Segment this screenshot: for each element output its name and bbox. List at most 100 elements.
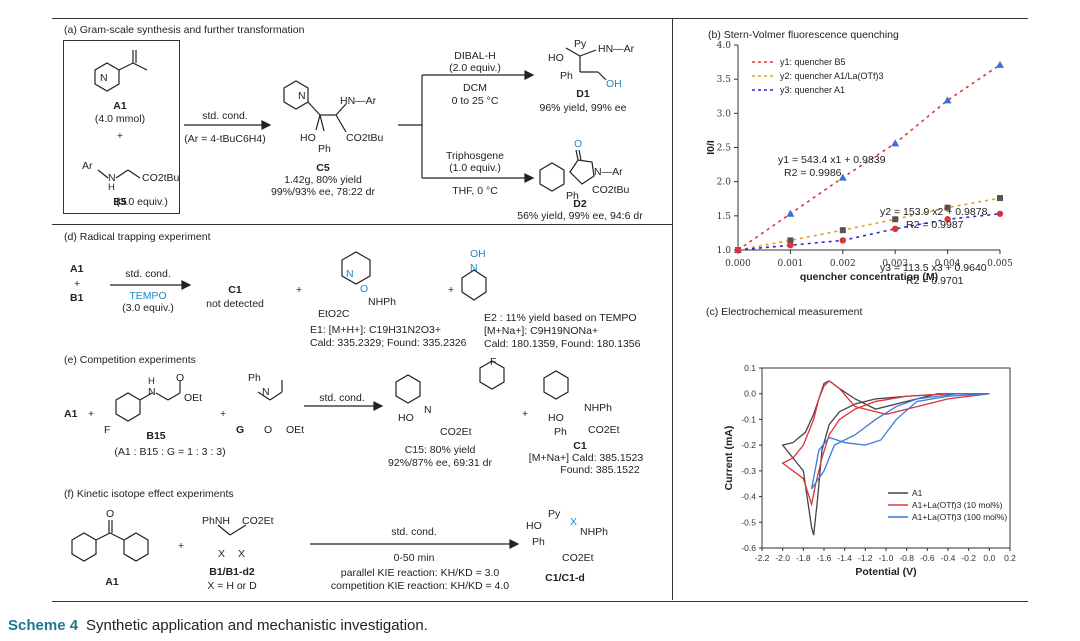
- e2-oh: OH: [470, 248, 486, 260]
- eq3: y3 = 113.5 x3 + 0.9640: [880, 262, 987, 274]
- c15-label: C15: 80% yield: [404, 444, 476, 456]
- chart-c-x-tick-label: -2.0: [775, 553, 790, 563]
- f-b1: B1/B1-d2: [209, 566, 255, 578]
- g-ph: Ph: [248, 372, 261, 384]
- panel-a-title: (a) Gram-scale synthesis and further tra…: [64, 24, 305, 36]
- chart-b-point: [891, 139, 900, 147]
- chart-b-point: [996, 210, 1004, 217]
- c1-ms: [M+Na+] Cald: 385.1523: [528, 452, 644, 464]
- d-plus: +: [74, 278, 81, 290]
- d2-ph: Ph: [566, 190, 579, 202]
- f-a1: A1: [105, 576, 119, 588]
- d1-label: D1: [576, 88, 590, 100]
- c5-n: N: [298, 90, 306, 102]
- e1-nhph: NHPh: [368, 296, 397, 308]
- b5-ar: Ar: [82, 160, 93, 172]
- c5-yield: 1.42g, 80% yield: [284, 174, 362, 186]
- e2-ion: [M+Na+]: C9H19NONa+: [484, 325, 599, 337]
- chart-b-y-tick-label: 1.5: [717, 212, 732, 222]
- f-arrow-top: std. cond.: [391, 526, 437, 538]
- c1-co2et: CO2Et: [588, 424, 620, 436]
- e-plus-1: +: [88, 408, 95, 420]
- chart-c-x-tick-label: -0.2: [961, 553, 976, 563]
- chart-b-point: [786, 209, 795, 217]
- panel-f-title: (f) Kinetic isotope effect experiments: [64, 488, 234, 500]
- b15-label: B15: [146, 430, 166, 442]
- chart-c-y-tick-label: -0.6: [741, 543, 756, 553]
- panel-d-structures: [110, 251, 487, 301]
- f-x2: X: [238, 548, 246, 560]
- chart-c-x-tick-label: -0.4: [941, 553, 956, 563]
- e-a1: A1: [64, 408, 78, 420]
- chart-b-y-tick-label: 1.0: [717, 246, 732, 256]
- f-kie1: parallel KIE reaction: KH/KD = 3.0: [340, 567, 500, 579]
- d1-ph: Ph: [560, 70, 573, 82]
- arrow-a-top: std. cond.: [202, 110, 248, 122]
- e2-label: E2 : 11% yield based on TEMPO: [484, 312, 637, 324]
- chart-b-y-tick-label: 2.5: [717, 144, 732, 154]
- chart-b-series-line: [737, 212, 1001, 251]
- chart-c-x-tick-label: -0.8: [899, 553, 914, 563]
- chart-b-y-tick-label: 3.5: [717, 75, 732, 85]
- chart-b-x-label: quencher concentration (M): [800, 271, 938, 283]
- b15-f: F: [104, 424, 111, 436]
- panel-a-structures: [94, 47, 607, 192]
- chart-c-y-tick-label: 0.0: [744, 389, 756, 399]
- f-o: O: [106, 508, 115, 520]
- chart-b-point: [892, 225, 899, 233]
- b5-h: H: [108, 182, 115, 193]
- chart-c-x-tick-label: -1.0: [879, 553, 894, 563]
- scheme-frame: [52, 18, 1028, 602]
- d-a1: A1: [70, 263, 84, 275]
- panel-c-title: (c) Electrochemical measurement: [706, 306, 863, 318]
- eq1: y1 = 543.4 x1 + 0.9839: [778, 154, 886, 166]
- chart-c-y-tick-label: -0.5: [741, 517, 756, 527]
- d-arrow-tempo: TEMPO: [129, 290, 167, 302]
- chart-b-legend-label: y1: quencher B5: [780, 57, 846, 67]
- f-arrow-time: 0-50 min: [393, 552, 435, 564]
- r1-temp: 0 to 25 °C: [451, 95, 499, 107]
- c15-ee: 92%/87% ee, 69:31 dr: [388, 457, 492, 469]
- scheme-caption: Scheme 4 Synthetic application and mechan…: [8, 617, 428, 634]
- chart-b-y-label: I0/I: [705, 140, 717, 155]
- chart-c-y-tick-label: -0.2: [741, 440, 756, 450]
- chart-b-x-tick-label: 0.004: [935, 259, 961, 269]
- c5-ph: Ph: [318, 143, 331, 155]
- r2-1: R2 = 0.9986: [784, 167, 842, 179]
- d2-yield: 56% yield, 99% ee, 94:6 dr: [517, 210, 643, 222]
- chart-b-x-tick-label: 0.000: [725, 259, 751, 269]
- d1-oh: OH: [606, 78, 622, 90]
- arrow-a-bottom: (Ar = 4-tBuC6H4): [184, 133, 266, 145]
- chart-c-y-tick-label: -0.1: [741, 414, 756, 424]
- e2-found: Cald: 180.1359, Found: 180.1356: [484, 338, 641, 350]
- c5-hn-ar: HN—Ar: [340, 95, 377, 107]
- chart-b-x-tick-label: 0.003: [882, 259, 908, 269]
- c1-nhph: NHPh: [584, 402, 613, 414]
- d-plus-2: +: [296, 284, 303, 296]
- chart-b-point: [944, 204, 951, 211]
- f-x1: X: [218, 548, 226, 560]
- chart-c-x-tick-label: -0.6: [920, 553, 935, 563]
- panel-b-title: (b) Stern-Volmer fluorescence quenching: [708, 29, 899, 41]
- vertical-divider: [672, 18, 673, 600]
- d2-n-ar: N—Ar: [594, 166, 623, 178]
- r1-reagent: DIBAL-H: [454, 50, 496, 62]
- c15-co2et: CO2Et: [440, 426, 472, 438]
- chart-c-x-label: Potential (V): [855, 566, 916, 578]
- c15-ho: HO: [398, 412, 414, 424]
- panel-d-title: (d) Radical trapping experiment: [64, 231, 211, 243]
- chart-b-point: [997, 195, 1003, 202]
- b5-ester: CO2tBu: [142, 172, 180, 184]
- g-n: N: [262, 386, 270, 398]
- chart-b-x-tick-label: 0.002: [830, 259, 856, 269]
- e1-found: Cald: 335.2329; Found: 335.2326: [310, 337, 467, 349]
- chart-c-y-tick-label: -0.4: [741, 492, 756, 502]
- chart-c-series-line: [781, 380, 990, 507]
- f-prod-co2et: CO2Et: [562, 552, 594, 564]
- caption-text: Synthetic application and mechanistic in…: [86, 617, 428, 634]
- d1-yield: 96% yield, 99% ee: [539, 102, 627, 114]
- r2-3: R2 = 0.9701: [906, 275, 964, 287]
- c15-hn: N: [424, 404, 432, 416]
- chart-b-point: [839, 227, 846, 234]
- f-prod-ho: HO: [526, 520, 542, 532]
